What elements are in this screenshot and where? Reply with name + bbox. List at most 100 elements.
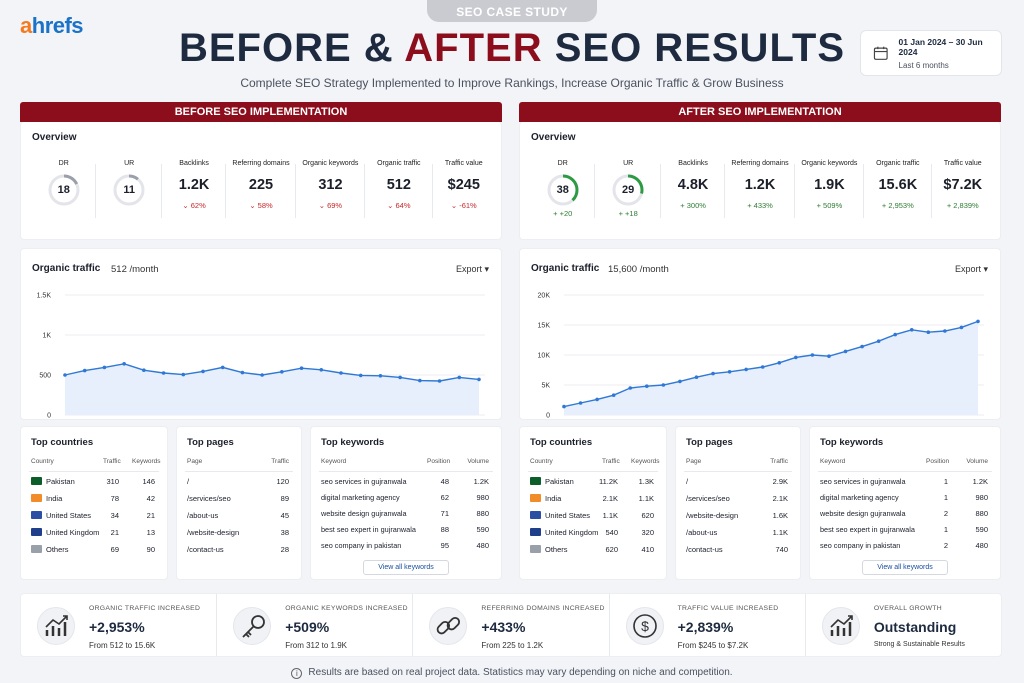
traffic-title: Organic traffic bbox=[32, 263, 101, 274]
view-all-keywords-button[interactable]: View all keywords bbox=[862, 560, 948, 575]
page-traffic: 1.6K bbox=[772, 511, 788, 520]
data-point bbox=[457, 375, 462, 380]
keyword-text: seo services in gujranwala bbox=[321, 477, 407, 486]
svg-text:$: $ bbox=[641, 618, 649, 634]
page-path[interactable]: / bbox=[686, 477, 689, 486]
keyword-volume: 880 bbox=[975, 509, 988, 518]
metric-label: Traffic value bbox=[444, 160, 483, 167]
page-traffic: 28 bbox=[280, 545, 289, 554]
metric-change: ⌄ 62% bbox=[182, 201, 206, 210]
metric-value: $7.2K bbox=[943, 177, 983, 193]
page-traffic: 120 bbox=[276, 477, 289, 486]
summary-label: REFERRING DOMAINS INCREASED bbox=[481, 605, 605, 612]
page-path[interactable]: /about-us bbox=[686, 528, 718, 537]
before-ur-metric: UR 11 bbox=[96, 160, 162, 222]
country-name: Others bbox=[545, 545, 568, 554]
page-path[interactable]: /contact-us bbox=[187, 545, 224, 554]
country-traffic: 1.1K bbox=[602, 511, 618, 520]
dr-gauge-fill bbox=[547, 174, 579, 206]
data-point bbox=[418, 378, 422, 383]
before-traffic-card: Organic traffic 512 /month Export ▾ 0 500 1K 1… bbox=[20, 248, 502, 420]
metric-change: + 2,953% bbox=[881, 201, 914, 210]
summary-value: +433% bbox=[481, 619, 526, 635]
before-metric-0: Backlinks 1.2K ⌄ 62% bbox=[162, 160, 227, 222]
keyword-text: website design gujranwala bbox=[321, 509, 407, 518]
keyword-text: best seo expert in gujranwala bbox=[820, 525, 915, 534]
keyword-volume: 980 bbox=[476, 493, 489, 502]
column-header: Position bbox=[926, 458, 950, 465]
metric-value: 1.2K bbox=[178, 177, 210, 193]
data-point bbox=[628, 386, 633, 390]
dr-label: DR bbox=[557, 160, 568, 167]
y-tick-label: 5K bbox=[541, 383, 550, 390]
page-path[interactable]: /about-us bbox=[187, 511, 219, 520]
export-button[interactable]: Export ▾ bbox=[455, 264, 489, 274]
data-point bbox=[280, 370, 284, 374]
keyword-text: seo services in gujranwala bbox=[820, 477, 906, 486]
summary-item: $ TRAFFIC VALUE INCREASED +2,839% From $245… bbox=[610, 594, 806, 656]
traffic-series-line bbox=[64, 363, 480, 382]
dr-gauge-fill bbox=[48, 174, 80, 206]
data-point bbox=[339, 371, 343, 375]
column-header: Volume bbox=[966, 458, 988, 465]
page-path[interactable]: / bbox=[187, 477, 190, 486]
date-range-picker[interactable]: 01 Jan 2024 – 30 Jun 2024 Last 6 months bbox=[860, 30, 1002, 76]
table-row: seo company in pakistan 95 480 bbox=[311, 541, 501, 555]
page-traffic: 89 bbox=[280, 494, 289, 503]
data-point bbox=[220, 365, 225, 370]
summary-sub: From 512 to 15.6K bbox=[89, 641, 156, 650]
table-row: Pakistan 11.2K 1.3K bbox=[520, 477, 666, 491]
data-point bbox=[711, 371, 715, 376]
ur-gauge: 11 bbox=[112, 173, 146, 207]
summary-sub: Strong & Sustainable Results bbox=[873, 641, 965, 648]
y-tick-label: 1.5K bbox=[37, 293, 52, 300]
after-traffic-card: Organic traffic 15,600 /month Export ▾ 0 5K 1… bbox=[519, 248, 1001, 420]
page-path[interactable]: /contact-us bbox=[686, 545, 723, 554]
metric-label: Organic keywords bbox=[302, 160, 359, 167]
summary-value: +2,839% bbox=[677, 619, 734, 635]
summary-item: REFERRING DOMAINS INCREASED +433% From 225… bbox=[413, 594, 610, 656]
data-point bbox=[810, 353, 815, 357]
growth-chart-icon bbox=[821, 607, 860, 645]
calendar-icon bbox=[873, 46, 888, 60]
data-point bbox=[299, 366, 304, 370]
page-path[interactable]: /website-design bbox=[187, 528, 240, 537]
metric-value: 15.6K bbox=[878, 177, 918, 193]
pages-title: Top pages bbox=[187, 437, 234, 448]
page-path[interactable]: /services/seo bbox=[686, 494, 730, 503]
table-row: /website-design 38 bbox=[177, 528, 301, 542]
country-keywords: 146 bbox=[142, 477, 155, 486]
data-point bbox=[122, 362, 126, 366]
metric-label: Referring domains bbox=[232, 160, 290, 167]
metric-label: Backlinks bbox=[678, 160, 708, 167]
column-header: Keyword bbox=[820, 458, 846, 465]
pages-title: Top pages bbox=[686, 437, 733, 448]
metric-label: Backlinks bbox=[179, 160, 209, 167]
page-path[interactable]: /website-design bbox=[686, 511, 739, 520]
summary-sub: From 312 to 1.9K bbox=[285, 641, 348, 650]
keyword-position: 2 bbox=[943, 509, 948, 518]
overview-title: Overview bbox=[531, 132, 576, 143]
traffic-value: 15,600 /month bbox=[608, 264, 669, 275]
keyword-text: seo company in pakistan bbox=[820, 541, 901, 550]
page-traffic: 1.1K bbox=[772, 528, 788, 537]
table-row: India 2.1K 1.1K bbox=[520, 494, 666, 508]
column-header: Traffic bbox=[271, 458, 289, 465]
page-title: BEFORE & AFTER SEO RESULTS bbox=[178, 26, 846, 70]
traffic-area bbox=[65, 363, 479, 415]
column-header: Keywords bbox=[132, 458, 161, 465]
data-point bbox=[201, 369, 205, 374]
data-point bbox=[595, 397, 599, 402]
keyword-volume: 1.2K bbox=[972, 477, 988, 486]
page-path[interactable]: /services/seo bbox=[187, 494, 231, 503]
growth-chart-icon bbox=[37, 607, 75, 645]
table-row: Pakistan 310 146 bbox=[21, 477, 167, 491]
export-button[interactable]: Export ▾ bbox=[954, 264, 988, 274]
overview-title: Overview bbox=[32, 132, 77, 143]
view-all-keywords-button[interactable]: View all keywords bbox=[363, 560, 449, 575]
before-overview-card: Overview DR 18 UR 11 Backlinks 1.2K ⌄ 62% Referr… bbox=[20, 122, 502, 240]
country-name: United States bbox=[46, 511, 92, 520]
page-subtitle: Complete SEO Strategy Implemented to Imp… bbox=[240, 76, 784, 90]
keyword-position: 95 bbox=[440, 541, 449, 550]
